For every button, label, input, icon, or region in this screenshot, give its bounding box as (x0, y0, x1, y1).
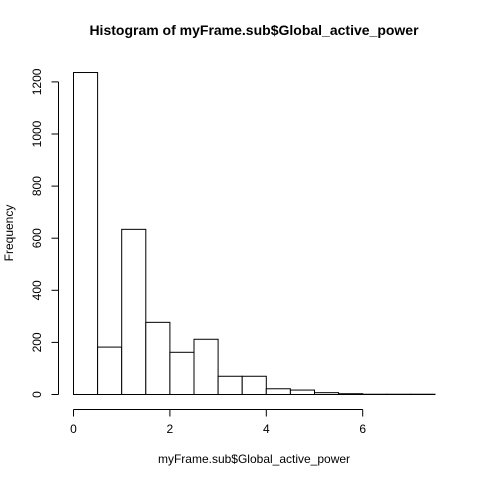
x-tick-label-0: 0 (70, 422, 77, 436)
histogram-bar-1 (97, 346, 123, 395)
y-tick-label-0: 0 (30, 391, 44, 398)
histogram-bar-11 (338, 393, 364, 396)
y-tick-label-5: 1000 (30, 120, 44, 147)
histogram-bar-10 (314, 392, 340, 396)
y-tick-label-3: 600 (30, 228, 44, 248)
histogram-bar-0 (73, 72, 99, 395)
y-axis: 0 200 400 600 800 1000 1200 (30, 68, 59, 398)
histogram-bar-7 (241, 375, 267, 396)
histogram-bar-6 (217, 375, 243, 396)
chart-title: Histogram of myFrame.sub$Global_active_p… (89, 22, 419, 38)
y-tick-label-1: 200 (30, 332, 44, 352)
x-tick-label-3: 6 (359, 422, 366, 436)
y-tick-label-4: 800 (30, 176, 44, 196)
bars-group (73, 72, 436, 396)
histogram-bar-4 (169, 351, 195, 396)
histogram-bar-2 (121, 228, 147, 395)
histogram-bar-9 (289, 389, 315, 396)
histogram-bar-5 (193, 338, 219, 395)
x-tick-label-2: 4 (263, 422, 270, 436)
x-tick-label-1: 2 (167, 422, 174, 436)
y-axis-label: Frequency (2, 205, 16, 262)
histogram-bar-8 (265, 388, 291, 396)
x-axis-label: myFrame.sub$Global_active_power (158, 452, 350, 466)
y-tick-label-2: 400 (30, 280, 44, 300)
histogram-bar-3 (145, 321, 171, 395)
y-tick-label-6: 1200 (30, 68, 44, 95)
x-axis: 0 2 4 6 (70, 409, 366, 436)
